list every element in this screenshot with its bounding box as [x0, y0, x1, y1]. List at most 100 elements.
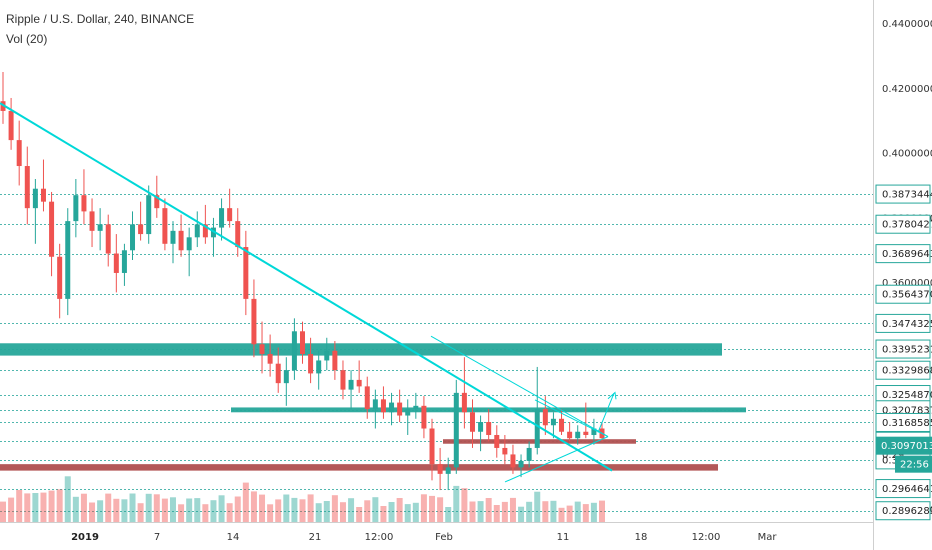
volume-bar: [501, 501, 508, 522]
x-axis-tick-label: Feb: [435, 532, 453, 543]
candle-body: [89, 211, 95, 231]
x-axis-tick-label: 21: [309, 532, 322, 543]
volume-bar: [145, 493, 152, 522]
candle-body: [259, 344, 265, 354]
volume-bar: [56, 489, 63, 522]
price-level-box: [875, 313, 931, 333]
volume-bar: [169, 497, 176, 522]
price-level-box: [875, 184, 931, 204]
countdown-box: [895, 455, 932, 473]
volume-bar: [80, 493, 87, 522]
candle-body: [186, 237, 192, 251]
volume-bar: [40, 492, 47, 522]
candle-body: [502, 447, 508, 455]
candle-body: [389, 402, 395, 413]
volume-bar: [218, 495, 225, 522]
candle-body: [453, 392, 459, 468]
volume-bar: [331, 495, 338, 522]
candle-body: [138, 224, 144, 235]
countdown-label: 22:56: [900, 460, 929, 471]
volume-bar: [0, 501, 6, 522]
candle-body: [16, 140, 22, 167]
candle-body: [583, 431, 589, 435]
price-level-box: [875, 501, 931, 521]
volume-bar: [202, 504, 209, 522]
candle-body: [510, 454, 516, 468]
candle-body: [227, 208, 233, 222]
candle-body: [130, 224, 136, 251]
volume-bar: [534, 491, 541, 522]
candle-body: [275, 363, 281, 384]
volume-bar: [518, 506, 525, 522]
volume-bar: [97, 500, 104, 522]
volume-bar: [356, 507, 363, 522]
candle-body: [300, 331, 305, 354]
volume-bar: [8, 497, 15, 522]
volume-bar: [339, 502, 346, 522]
volume-bar: [526, 501, 533, 522]
x-axis-tick-label: 14: [227, 532, 240, 543]
y-axis-tick-label: 0.4000000: [882, 149, 932, 160]
volume-indicator-label[interactable]: Vol (20): [6, 32, 48, 46]
candle-body: [340, 370, 346, 390]
candle-body: [202, 224, 208, 238]
candle-body: [486, 422, 492, 435]
price-level-label: 0.3564370: [882, 290, 932, 301]
volume-bar: [89, 502, 96, 522]
volume-bar: [509, 497, 516, 522]
volume-bar: [113, 498, 120, 522]
volume-bar: [259, 494, 266, 522]
chart-title: Ripple / U.S. Dollar, 240, BINANCE: [6, 12, 195, 26]
volume-bar: [161, 498, 168, 522]
volume-bar: [16, 490, 23, 522]
price-level-label: 0.2896283: [882, 506, 932, 517]
price-level-label: 0.3254870: [882, 390, 932, 401]
candle-body: [380, 399, 386, 413]
volume-bar: [453, 485, 460, 522]
volume-bar: [137, 503, 144, 522]
volume-bar: [469, 501, 476, 522]
price-level-label: 0.2964641: [882, 484, 932, 495]
price-level-label: 0.3207837: [882, 405, 932, 416]
candle-body: [445, 467, 451, 474]
candle-body: [81, 195, 87, 212]
partial-price-label: 0.29: [882, 450, 904, 461]
price-level-label: 0.3168585: [882, 418, 932, 429]
price-level-box: [875, 412, 931, 432]
volume-bar: [283, 494, 290, 522]
price-level-box: [875, 479, 931, 499]
volume-bar: [364, 500, 371, 522]
candle-body: [575, 431, 581, 439]
candle-body: [162, 208, 168, 244]
breakout-arrow-head: [607, 391, 617, 400]
volume-bar: [485, 498, 492, 522]
candle-body: [251, 298, 257, 345]
candle-body: [49, 201, 55, 257]
candle-body: [429, 428, 435, 465]
candle-body: [32, 188, 38, 209]
x-axis-tick-label: Mar: [758, 532, 778, 543]
volume-bar: [194, 498, 201, 522]
candle-body: [332, 350, 338, 371]
volume-bar: [437, 497, 444, 522]
volume-bar: [226, 503, 233, 522]
volume-bar: [242, 482, 249, 522]
volume-bar: [599, 500, 605, 522]
volume-bar: [372, 497, 379, 522]
candle-body: [567, 431, 573, 439]
breakout-arrow-shaft: [597, 392, 615, 433]
volume-bar: [299, 499, 306, 522]
volume-bar: [291, 497, 298, 522]
x-axis-tick-label: 12:00: [365, 532, 394, 543]
candle-body: [105, 224, 111, 254]
volume-bar: [153, 494, 160, 522]
volume-bar: [550, 500, 557, 522]
x-axis-tick-label: 12:00: [692, 532, 721, 543]
candle-body: [421, 405, 427, 429]
x-axis-tick-label: 18: [635, 532, 648, 543]
candle-body: [235, 221, 241, 248]
volume-bar: [307, 494, 314, 522]
price-level-box: [875, 244, 931, 264]
volume-bar: [186, 498, 193, 522]
